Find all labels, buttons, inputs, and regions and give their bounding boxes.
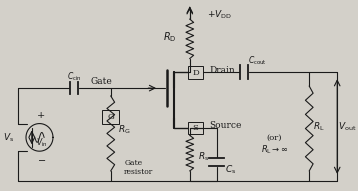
Bar [188, 66, 203, 79]
Text: $-$: $-$ [37, 155, 46, 163]
Text: +: + [37, 111, 45, 120]
Text: S: S [193, 124, 198, 132]
Bar [102, 110, 120, 124]
Text: G: G [107, 113, 114, 121]
Text: $V_{\rm s}$: $V_{\rm s}$ [3, 131, 14, 144]
Text: $R_{\rm D}$: $R_{\rm D}$ [163, 30, 176, 44]
Text: $R_{\rm L}$: $R_{\rm L}$ [313, 120, 325, 133]
Text: Gate
resistor: Gate resistor [124, 159, 154, 176]
Text: Source: Source [209, 121, 241, 130]
Text: $C_{\rm cout}$: $C_{\rm cout}$ [248, 54, 267, 67]
Text: $R_{\rm G}$: $R_{\rm G}$ [118, 123, 131, 136]
Text: $V_{\rm in}$: $V_{\rm in}$ [35, 136, 47, 149]
Text: $C_{\rm s}$: $C_{\rm s}$ [224, 164, 236, 176]
Text: $V_{\rm out}$: $V_{\rm out}$ [338, 120, 356, 133]
Text: $+V_{\rm DD}$: $+V_{\rm DD}$ [207, 9, 232, 21]
Text: (or): (or) [267, 133, 282, 141]
Text: Gate: Gate [90, 77, 112, 86]
Text: $C_{\rm cin}$: $C_{\rm cin}$ [67, 70, 82, 83]
Text: $R_{\rm s}$: $R_{\rm s}$ [198, 151, 209, 163]
Bar [188, 122, 203, 134]
Text: D: D [192, 69, 199, 77]
Text: $R_{\rm L} \rightarrow \infty$: $R_{\rm L} \rightarrow \infty$ [261, 144, 289, 156]
Text: Drain: Drain [209, 66, 235, 75]
